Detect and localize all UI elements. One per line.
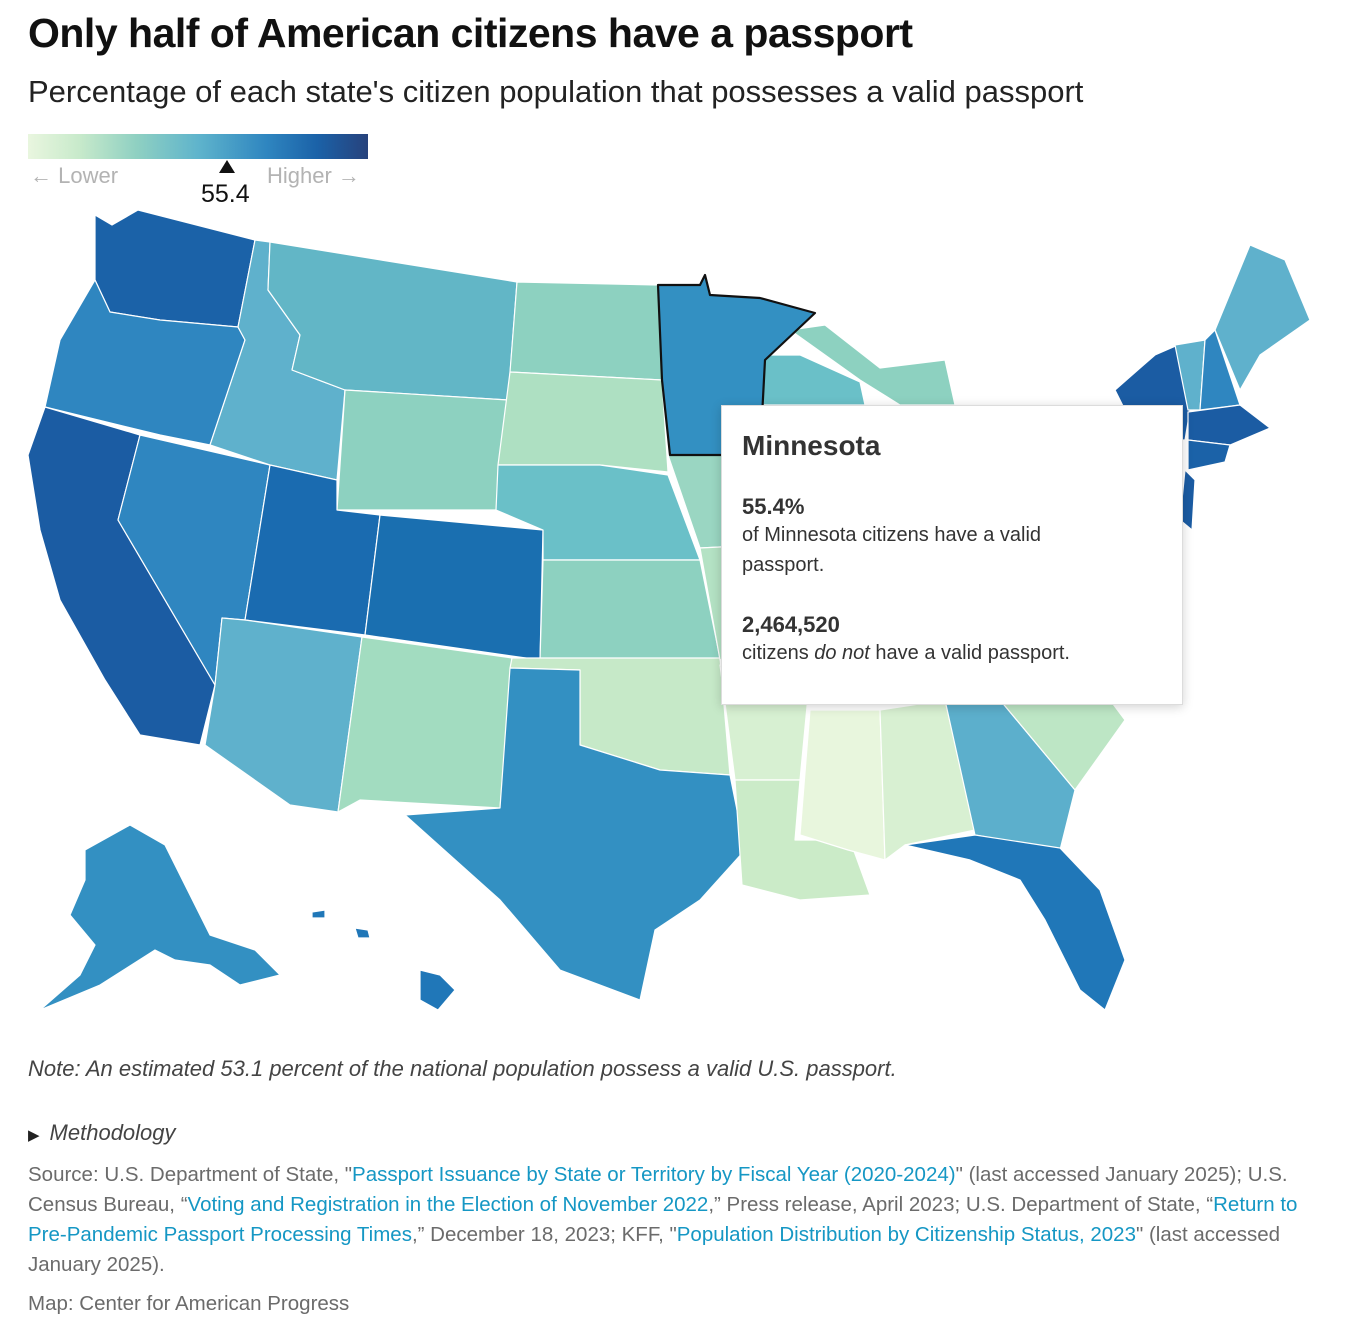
- state-washington[interactable]: [94, 209, 256, 328]
- map-credit: Map: Center for American Progress: [28, 1292, 350, 1315]
- state-minnesota[interactable]: [656, 273, 817, 457]
- state-north-dakota[interactable]: [509, 281, 663, 381]
- state-tooltip: Minnesota 55.4% of Minnesota citizens ha…: [721, 405, 1183, 705]
- tooltip-count-text: citizens do not have a valid passport.: [742, 642, 1070, 664]
- state-wyoming[interactable]: [336, 389, 509, 511]
- state-louisiana[interactable]: [734, 779, 871, 901]
- source-link-processing-times[interactable]: Return to Pre-Pandemic Passport Processi…: [28, 1193, 1298, 1246]
- legend-high-label: Higher →: [267, 163, 360, 188]
- chart-title: Only half of American citizens have a pa…: [28, 10, 913, 56]
- legend-low-label: ← Lower: [30, 163, 119, 188]
- methodology-toggle[interactable]: ▶ Methodology: [28, 1120, 176, 1146]
- state-michigan[interactable]: [789, 324, 956, 406]
- legend-marker-icon: [219, 160, 235, 173]
- chart-subtitle: Percentage of each state's citizen popul…: [28, 74, 1084, 109]
- source-link-passport-issuance[interactable]: Passport Issuance by State or Territory …: [352, 1163, 956, 1186]
- source-text: Source: U.S. Department of State, "Passp…: [28, 1163, 1298, 1276]
- tooltip-count: 2,464,520: [742, 612, 840, 637]
- source-link-voting-registration[interactable]: Voting and Registration in the Election …: [187, 1193, 709, 1216]
- national-note: Note: An estimated 53.1 percent of the n…: [28, 1056, 897, 1081]
- state-massachusetts[interactable]: [1187, 404, 1271, 446]
- state-colorado[interactable]: [364, 514, 544, 661]
- tooltip-percent: 55.4%: [742, 494, 805, 519]
- triangle-right-icon: ▶: [28, 1127, 40, 1144]
- state-mississippi[interactable]: [799, 709, 886, 861]
- state-maine[interactable]: [1214, 244, 1311, 391]
- tooltip-state-name: Minnesota: [742, 430, 881, 461]
- us-choropleth-map: [27, 209, 1311, 1011]
- legend-marker-value: 55.4: [201, 180, 250, 208]
- tooltip-percent-text-2: passport.: [742, 554, 825, 576]
- methodology-label: Methodology: [49, 1120, 176, 1145]
- state-connecticut[interactable]: [1187, 439, 1231, 471]
- state-texas[interactable]: [404, 667, 746, 1001]
- state-new-mexico[interactable]: [337, 636, 513, 813]
- state-south-dakota[interactable]: [497, 371, 669, 473]
- state-arizona[interactable]: [204, 617, 363, 813]
- color-legend-bar: [28, 134, 368, 159]
- state-hawaii[interactable]: [311, 909, 456, 1011]
- state-florida[interactable]: [904, 834, 1126, 1011]
- source-link-kff-population[interactable]: Population Distribution by Citizenship S…: [676, 1223, 1136, 1246]
- state-alaska[interactable]: [39, 824, 281, 1011]
- tooltip-percent-text-1: of Minnesota citizens have a valid: [742, 524, 1042, 546]
- state-kansas[interactable]: [539, 559, 721, 661]
